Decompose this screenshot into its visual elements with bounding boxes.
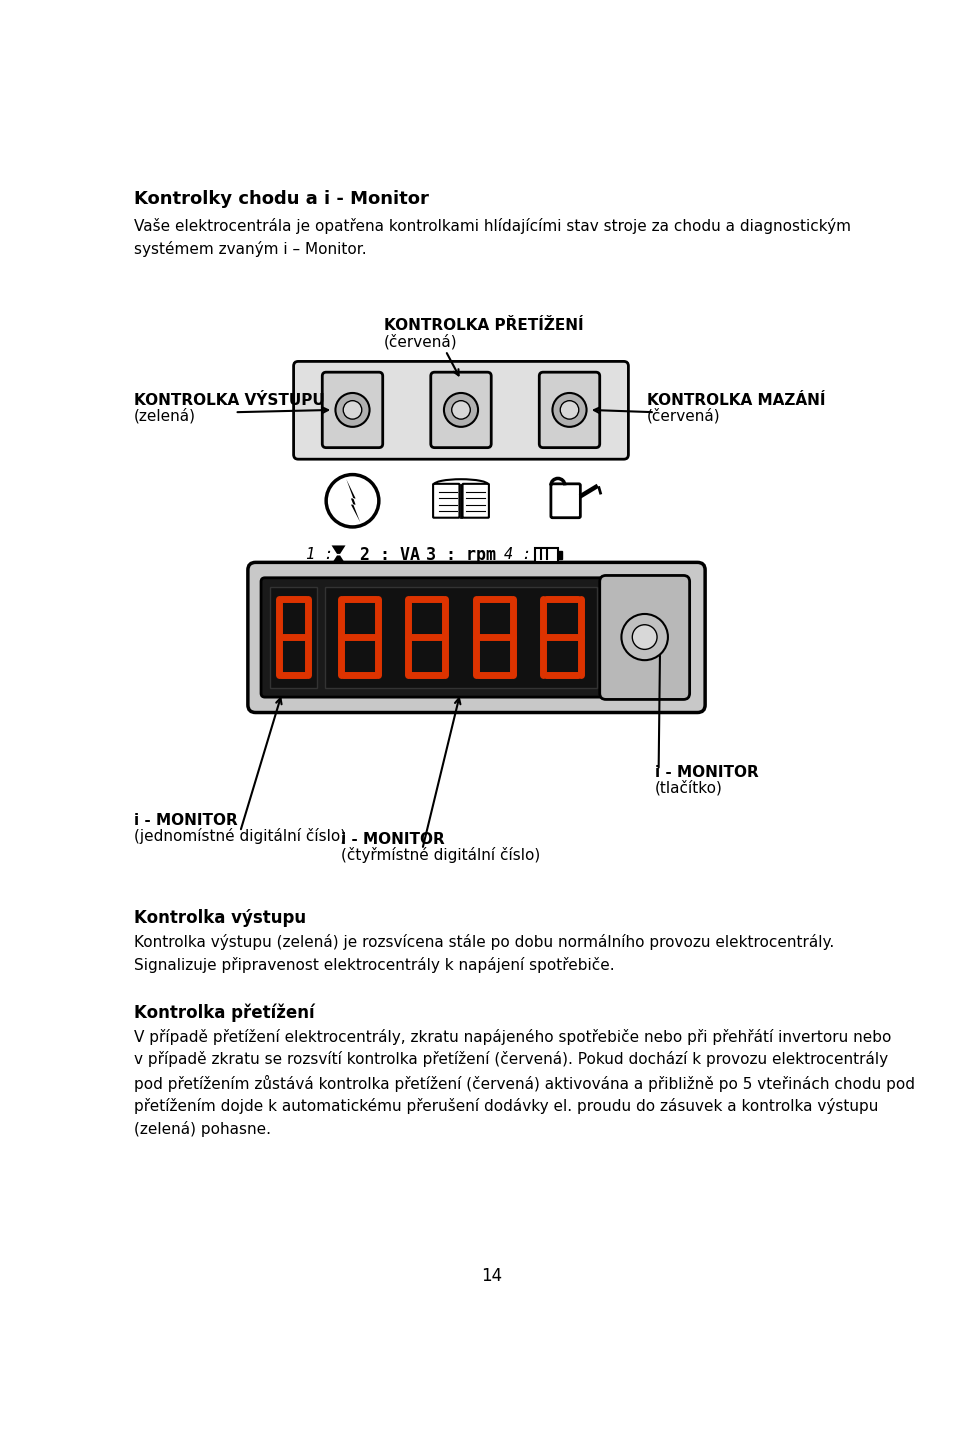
FancyBboxPatch shape [540,372,600,448]
Text: Kontrolka přetížení: Kontrolka přetížení [134,1004,315,1022]
Polygon shape [331,555,346,564]
Text: V případě přetížení elektrocentrály, zkratu napájeného spotřebiče nebo při přehř: V případě přetížení elektrocentrály, zkr… [134,1030,915,1137]
Text: Kontrolka výstupu (zelená) je rozsvícena stále po dobu normálního provozu elektr: Kontrolka výstupu (zelená) je rozsvícena… [134,934,834,973]
Text: 3 : rpm: 3 : rpm [426,545,496,564]
FancyBboxPatch shape [294,362,629,460]
FancyBboxPatch shape [248,562,706,713]
Text: i - MONITOR: i - MONITOR [134,813,238,827]
Text: KONTROLKA PŘETÍŽENÍ: KONTROLKA PŘETÍŽENÍ [383,318,583,333]
Text: 14: 14 [481,1267,503,1285]
FancyBboxPatch shape [600,576,689,700]
Circle shape [444,393,478,427]
Text: Vaše elektrocentrála je opatřena kontrolkami hlídajícími stav stroje za chodu a : Vaše elektrocentrála je opatřena kontrol… [134,218,851,257]
FancyBboxPatch shape [261,578,606,697]
Text: (tlačítko): (tlačítko) [655,781,723,795]
Text: (čtyřmístné digitální číslo): (čtyřmístné digitální číslo) [341,847,540,863]
Text: i - MONITOR: i - MONITOR [341,831,444,847]
FancyBboxPatch shape [535,548,558,561]
Text: 1 :: 1 : [306,547,333,562]
FancyBboxPatch shape [558,551,562,558]
FancyBboxPatch shape [551,484,581,518]
Text: (zelená): (zelená) [134,408,196,424]
Text: KONTROLKA MAZÁNÍ: KONTROLKA MAZÁNÍ [647,393,826,408]
Circle shape [344,401,362,419]
Text: Kontrolka výstupu: Kontrolka výstupu [134,910,306,927]
FancyBboxPatch shape [433,484,460,518]
Text: i - MONITOR: i - MONITOR [655,765,758,779]
FancyBboxPatch shape [323,372,383,448]
Text: (červená): (červená) [647,408,721,424]
Text: Kontrolky chodu a i - Monitor: Kontrolky chodu a i - Monitor [134,191,429,208]
Circle shape [552,393,587,427]
Circle shape [621,615,668,661]
Text: (červená): (červená) [383,334,457,348]
Text: 2 : VA: 2 : VA [360,545,420,564]
Circle shape [452,401,470,419]
Circle shape [335,393,370,427]
FancyBboxPatch shape [271,587,317,688]
Text: KONTROLKA VÝSTUPU: KONTROLKA VÝSTUPU [134,393,324,408]
FancyBboxPatch shape [431,372,492,448]
Circle shape [561,401,579,419]
Circle shape [633,625,657,649]
Polygon shape [331,545,346,554]
Polygon shape [579,484,599,499]
FancyBboxPatch shape [463,484,489,518]
Polygon shape [347,479,360,522]
FancyBboxPatch shape [324,587,596,688]
Text: (jednomístné digitální číslo): (jednomístné digitální číslo) [134,829,346,844]
Text: 4 :: 4 : [504,547,531,562]
